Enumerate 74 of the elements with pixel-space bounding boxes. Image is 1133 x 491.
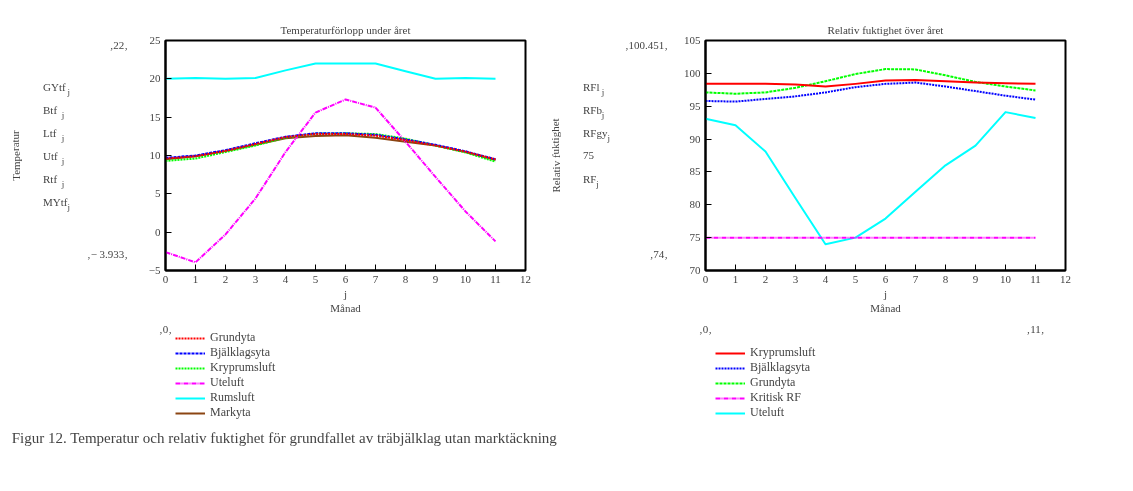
line-series xyxy=(705,68,1037,95)
x-tick-label: 1 xyxy=(192,272,199,285)
x-tick-label: 3 xyxy=(252,272,259,285)
legend-label: Kritisk RF xyxy=(750,390,802,405)
x-tick-label: 12 xyxy=(1060,272,1071,285)
x-tick-label: 4 xyxy=(282,272,289,285)
line-series xyxy=(705,111,1037,246)
y-tick-label: 15 xyxy=(149,110,161,123)
legend-label: Bjälklagsyta xyxy=(210,345,270,360)
x-tick-label: 12 xyxy=(520,272,531,285)
y-tick-label: 85 xyxy=(689,165,701,178)
chart-title: Temperaturförlopp under året xyxy=(280,23,411,36)
y-axis-title: Relativ fuktighet xyxy=(549,118,562,193)
x-tick-label: 7 xyxy=(372,272,379,285)
text: ‚74‚ xyxy=(649,248,668,261)
line-series xyxy=(705,81,1037,103)
y-tick-label: 75 xyxy=(689,231,701,244)
x-tick-label: 6 xyxy=(342,272,349,285)
x-tick-label: 9 xyxy=(972,272,979,285)
x-axis-title: j Månad xyxy=(330,287,362,314)
x-tick-label: 5 xyxy=(852,272,859,285)
x-tick-label: 2 xyxy=(222,272,229,285)
y-tick-label: 10 xyxy=(149,149,161,161)
x-tick-label: 10 xyxy=(460,272,472,285)
y-tick-label: 70 xyxy=(689,264,701,276)
legend-label: Uteluft xyxy=(750,405,784,420)
x-tick-label: 10 xyxy=(1000,272,1012,285)
line-series xyxy=(165,98,497,264)
text: Utfj xyxy=(43,149,65,166)
x-tick-label: 8 xyxy=(402,272,409,285)
x-tick-label: 1 xyxy=(732,272,739,285)
y-tick-label: 5 xyxy=(155,187,161,200)
legend-label: Markyta xyxy=(210,405,251,420)
y-tick-label: 100 xyxy=(684,66,701,79)
y-tick-label: 0 xyxy=(155,225,161,238)
text: ‚100.451‚ xyxy=(624,39,668,52)
x-tick-label: 8 xyxy=(942,272,949,285)
line-series xyxy=(705,78,1037,88)
y-tick-label: 90 xyxy=(689,132,701,145)
x-tick-label: 5 xyxy=(312,272,319,285)
text: RFlj xyxy=(583,80,605,97)
text: ‚0‚ xyxy=(159,322,172,335)
text: ‚11‚ xyxy=(1026,322,1045,335)
y-tick-label: 95 xyxy=(689,99,701,112)
x-tick-label: 11 xyxy=(1030,272,1041,285)
y-tick-label: 20 xyxy=(149,72,161,85)
text: ‚22‚ xyxy=(109,39,128,52)
x-tick-label: 6 xyxy=(882,272,889,285)
y-tick-label: −5 xyxy=(148,264,161,276)
x-tick-label: 2 xyxy=(762,272,769,285)
legend-label: Rumsluft xyxy=(210,390,255,405)
legend-label: Grundyta xyxy=(210,330,256,345)
line-series xyxy=(165,62,497,80)
y-tick-label: 80 xyxy=(689,198,701,211)
text: ‚− 3.933‚ xyxy=(86,248,128,261)
x-tick-label: 0 xyxy=(702,272,709,285)
legend-label: Uteluft xyxy=(210,375,244,390)
text: Figur 12. Temperatur och relativ fuktighet för grundfallet av träbjälklag utan marktäckning xyxy=(11,429,558,446)
chart-title: Relativ fuktighet över året xyxy=(827,23,944,36)
legend-label: Kryprumsluft xyxy=(750,345,816,360)
x-axis-title: j Månad xyxy=(870,287,902,314)
x-tick-label: 11 xyxy=(490,272,501,285)
legend-label: Bjälklagsyta xyxy=(750,360,810,375)
legend-label: Grundyta xyxy=(750,375,796,390)
x-tick-label: 3 xyxy=(792,272,799,285)
legend-label: Kryprumsluft xyxy=(210,360,276,375)
x-tick-label: 7 xyxy=(912,272,919,285)
x-tick-label: 4 xyxy=(822,272,829,285)
text: 75 xyxy=(583,149,595,161)
y-tick-label: 25 xyxy=(149,34,161,46)
x-tick-label: 9 xyxy=(432,272,439,285)
y-axis-title: Temperatur xyxy=(9,129,22,181)
y-tick-label: 105 xyxy=(684,34,701,46)
text: ‚0‚ xyxy=(699,322,712,335)
